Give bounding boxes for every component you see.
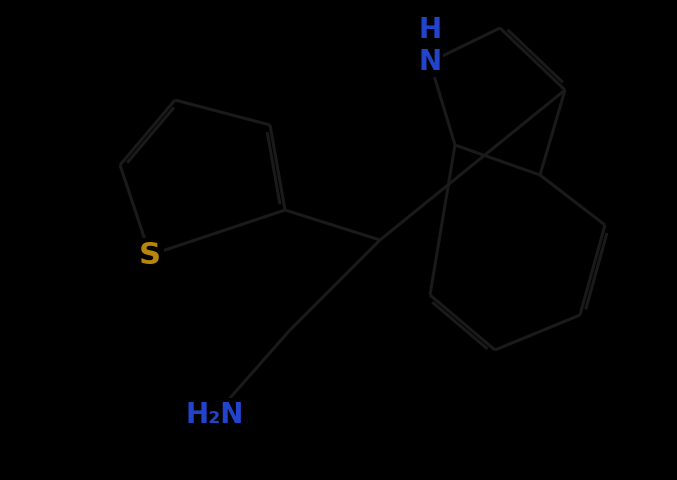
Text: H: H xyxy=(418,16,441,44)
Text: S: S xyxy=(139,240,161,269)
Text: N: N xyxy=(418,48,441,76)
Text: H₂N: H₂N xyxy=(185,401,244,429)
